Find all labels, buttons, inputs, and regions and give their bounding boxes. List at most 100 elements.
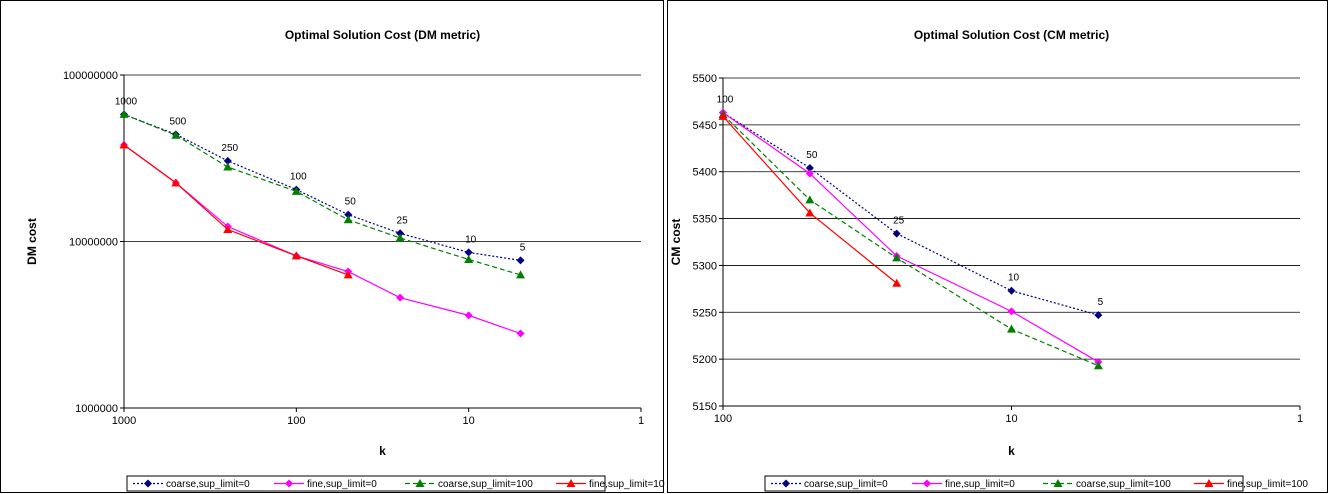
- data-point: [223, 225, 233, 234]
- x-tick-label: 100: [714, 413, 732, 425]
- data-point: [464, 254, 474, 263]
- data-point: [223, 156, 232, 165]
- data-label: 25: [397, 215, 409, 226]
- data-point: [395, 233, 405, 242]
- legend-marker: [285, 479, 293, 488]
- data-label: 250: [221, 143, 238, 154]
- data-point: [892, 229, 901, 238]
- series-1: [120, 140, 525, 338]
- cm-cost-chart-panel: Optimal Solution Cost (CM metric) 5500 545…: [667, 0, 1328, 493]
- data-point: [343, 270, 353, 279]
- x-axis-label: k: [379, 444, 386, 458]
- data-point: [343, 215, 353, 224]
- y-tick-label: 5350: [693, 214, 717, 226]
- series-line: [722, 112, 1099, 363]
- legend: coarse,sup_limit=0 fine,sup_limit=0 coarse…: [764, 475, 1308, 492]
- data-point: [718, 111, 728, 120]
- data-point: [223, 162, 233, 171]
- data-point: [805, 163, 814, 172]
- data-point: [396, 229, 405, 238]
- x-tick-label: 100: [287, 415, 305, 427]
- legend-marker: [566, 479, 576, 487]
- gridlines: [723, 77, 1300, 407]
- data-point: [291, 186, 301, 195]
- data-point: [516, 256, 525, 265]
- legend-marker: [1053, 479, 1063, 487]
- legend-entry: coarse,sup_limit=0: [804, 479, 888, 490]
- legend-marker: [1204, 479, 1214, 487]
- y-tick-label: 1000000: [75, 403, 118, 415]
- series-3: [119, 140, 353, 279]
- y-tick-label: 5200: [693, 354, 717, 366]
- cm-cost-chart: Optimal Solution Cost (CM metric) 5500 545…: [669, 28, 1308, 492]
- series-3: [718, 111, 902, 287]
- x-tick-label: 1000: [112, 415, 136, 427]
- data-point: [344, 210, 353, 219]
- gridlines: [124, 74, 641, 409]
- x-axis-label: k: [1008, 444, 1015, 458]
- data-label: 10: [465, 234, 477, 245]
- data-point: [805, 208, 815, 217]
- x-tick-label: 1: [1297, 413, 1303, 425]
- data-point: [1007, 286, 1016, 295]
- series-line: [123, 144, 349, 276]
- dm-cost-chart-panel: Optimal Solution Cost (DM metric) 1000000…: [0, 0, 665, 493]
- legend-marker: [144, 479, 152, 488]
- data-point: [805, 169, 814, 178]
- data-point: [516, 329, 525, 338]
- data-point: [892, 278, 902, 287]
- y-tick-label: 5250: [693, 307, 717, 319]
- series-line: [123, 144, 521, 335]
- legend-entry: fine,sup_limit=0: [307, 479, 377, 490]
- data-point: [1007, 307, 1016, 316]
- x-tick-label: 10: [1005, 413, 1017, 425]
- series-0: [120, 110, 525, 265]
- y-tick-label: 100000000: [63, 70, 118, 82]
- y-tick-label: 10000000: [69, 237, 118, 249]
- y-axis-label: CM cost: [669, 219, 683, 266]
- x-tick-label: 10: [463, 415, 475, 427]
- data-label: 10: [1008, 273, 1020, 284]
- legend-marker: [923, 479, 931, 488]
- legend-entry: fine,sup_limit=0: [945, 479, 1015, 490]
- data-point: [171, 178, 181, 187]
- data-label: 100: [717, 95, 734, 106]
- y-tick-label: 5450: [693, 120, 717, 132]
- legend-marker: [415, 479, 425, 487]
- data-label: 100: [290, 172, 307, 183]
- data-point: [396, 293, 405, 302]
- series-1: [719, 108, 1103, 366]
- data-label: 5: [1098, 297, 1104, 308]
- legend-entry: coarse,sup_limit=100: [438, 479, 533, 490]
- series-line: [123, 113, 521, 261]
- series-line: [722, 112, 1099, 316]
- data-point: [119, 140, 129, 149]
- legend-entry: fine,sup_limit=100: [589, 479, 665, 490]
- data-point: [291, 251, 301, 260]
- y-tick-label: 5400: [693, 167, 717, 179]
- chart-title: Optimal Solution Cost (CM metric): [914, 28, 1109, 42]
- data-point: [805, 195, 815, 204]
- data-point: [464, 311, 473, 320]
- data-point: [892, 253, 902, 262]
- data-label: 50: [806, 150, 818, 161]
- y-tick-label: 5300: [693, 260, 717, 272]
- y-tick-label: 5150: [693, 401, 717, 413]
- series-line: [123, 113, 521, 276]
- x-tick-label: 1: [638, 415, 644, 427]
- dm-cost-chart: Optimal Solution Cost (DM metric) 1000000…: [25, 28, 665, 492]
- y-tick-label: 5500: [693, 73, 717, 85]
- data-point: [1094, 311, 1103, 320]
- data-point: [464, 248, 473, 257]
- legend-entry: coarse,sup_limit=100: [1076, 479, 1171, 490]
- series-2: [119, 109, 526, 279]
- data-label: 1000: [115, 96, 138, 107]
- data-point: [171, 130, 181, 139]
- y-axis-label: DM cost: [25, 218, 39, 265]
- data-point: [516, 270, 526, 279]
- data-point: [1093, 361, 1103, 370]
- chart-title: Optimal Solution Cost (DM metric): [285, 28, 480, 42]
- legend-marker: [782, 479, 790, 488]
- data-label: 5: [520, 242, 526, 253]
- data-label: 50: [345, 197, 357, 208]
